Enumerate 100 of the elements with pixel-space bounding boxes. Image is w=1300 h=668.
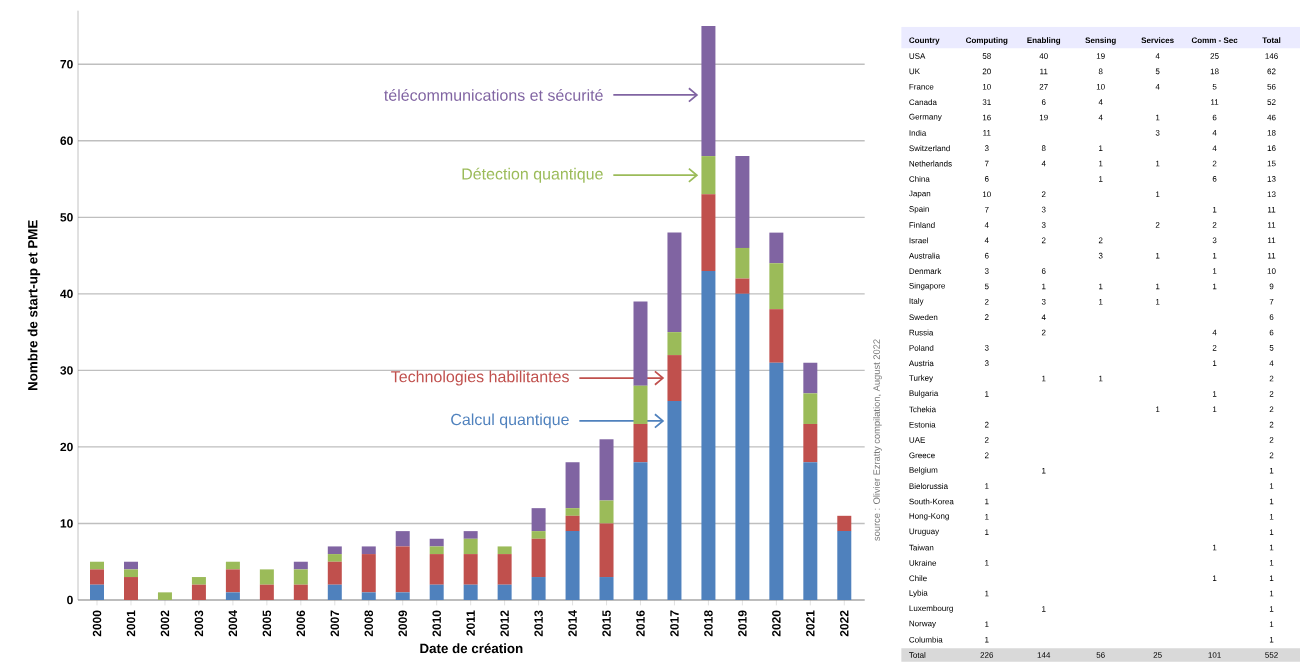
- bar: [327, 554, 342, 562]
- data-label: 1: [1042, 606, 1046, 612]
- bar: [497, 584, 512, 600]
- x-tick-label: 2006: [296, 610, 306, 637]
- bar: [90, 584, 105, 600]
- data-label: 552: [1265, 652, 1278, 658]
- data-label: 18: [1210, 68, 1219, 75]
- bar: [667, 332, 682, 356]
- text: Détection quantique: [462, 167, 603, 183]
- data-label: 3: [984, 268, 989, 274]
- data-label: 2: [1212, 222, 1217, 228]
- data-label: 1: [1269, 467, 1274, 474]
- data-label: 144: [1037, 652, 1051, 658]
- bar: [735, 293, 750, 600]
- y-axis-title: Nombre de start-up et PME: [27, 220, 41, 390]
- bar: [667, 355, 682, 402]
- data-label: 2: [1041, 237, 1046, 244]
- y-tick-label: Chile: [909, 575, 927, 582]
- y-tick-label: Switzerland: [909, 145, 950, 152]
- bar: [701, 156, 716, 195]
- bar: [701, 25, 716, 157]
- bar: [769, 362, 784, 600]
- data-label: 1: [1156, 114, 1160, 121]
- y-tick-label: South-Korea: [909, 498, 954, 505]
- data-label: 1: [1099, 299, 1103, 305]
- bar: [293, 569, 308, 585]
- data-label: 1: [1212, 406, 1217, 413]
- bar: [803, 423, 818, 463]
- data-label: 5: [1269, 345, 1274, 351]
- y-tick-label: Poland: [909, 344, 934, 351]
- data-label: 1: [1099, 145, 1103, 151]
- data-label: 3: [1041, 206, 1046, 213]
- y-tick-label: 60: [60, 136, 73, 146]
- data-label: 6: [984, 176, 989, 182]
- bar: [463, 531, 478, 539]
- y-tick-label: Total: [909, 652, 926, 658]
- data-label: 6: [984, 252, 989, 259]
- data-label: 56: [1267, 83, 1276, 90]
- y-tick-label: Uruguay: [909, 528, 940, 536]
- data-label: 1: [985, 514, 989, 520]
- data-label: 3: [1041, 298, 1046, 305]
- bar: [90, 561, 105, 570]
- bar: [123, 561, 138, 570]
- bar: [225, 569, 240, 593]
- x-tick-label: 2022: [840, 610, 849, 637]
- data-label: 1: [1099, 283, 1103, 290]
- data-label: 7: [1269, 299, 1274, 305]
- data-label: 1: [1269, 514, 1274, 520]
- data-label: 1: [1269, 575, 1274, 581]
- bar: [531, 508, 546, 532]
- bar: [497, 546, 512, 555]
- data-label: 1: [1042, 375, 1046, 382]
- bar: [803, 393, 818, 424]
- bar: [599, 439, 614, 501]
- y-tick-label: France: [909, 83, 934, 90]
- data-label: 62: [1267, 68, 1276, 75]
- y-tick-label: UAE: [909, 437, 926, 443]
- x-tick-label: Computing: [966, 37, 1008, 45]
- data-label: 2: [984, 452, 989, 459]
- bar: [327, 584, 342, 600]
- y-tick-label: China: [909, 175, 930, 182]
- data-label: 1: [1212, 268, 1217, 274]
- data-label: 146: [1265, 53, 1278, 59]
- data-label: 9: [1269, 283, 1274, 290]
- y-tick-label: Canada: [909, 99, 937, 106]
- data-label: 1: [1269, 590, 1274, 597]
- y-tick-label: Columbia: [909, 636, 943, 643]
- x-tick-label: 2016: [636, 610, 645, 637]
- data-label: 2: [984, 314, 989, 320]
- data-label: 4: [1155, 53, 1160, 59]
- bar: [531, 538, 546, 578]
- y-tick-label: 40: [60, 289, 73, 299]
- bar: [735, 247, 750, 279]
- x-tick-label: 2015: [602, 610, 611, 637]
- y-tick-label: Ukraine: [909, 559, 937, 566]
- bar: [735, 156, 750, 248]
- data-label: 4: [984, 237, 989, 244]
- bar: [565, 462, 580, 509]
- x-tick-label: Sensing: [1085, 37, 1116, 45]
- bar: [123, 569, 138, 578]
- bar: [565, 508, 580, 516]
- data-label: 2: [984, 421, 989, 428]
- data-label: 2: [1212, 160, 1217, 167]
- y-tick-label: Italy: [909, 298, 924, 306]
- bar: [191, 577, 206, 585]
- y-tick-label: Netherlands: [909, 160, 952, 167]
- bar: [599, 500, 614, 524]
- data-label: 27: [1039, 83, 1048, 90]
- data-label: 10: [982, 191, 991, 198]
- bar: [259, 569, 274, 585]
- x-tick-label: 2020: [772, 610, 781, 637]
- x-tick-label: 2001: [126, 610, 136, 637]
- bar: [90, 569, 105, 585]
- bar: [123, 577, 138, 600]
- data-label: 6: [1041, 99, 1046, 105]
- bar: [531, 531, 546, 539]
- data-label: 3: [1155, 130, 1160, 136]
- bar: [837, 515, 852, 532]
- bar: [599, 523, 614, 578]
- data-label: 3: [1098, 252, 1103, 259]
